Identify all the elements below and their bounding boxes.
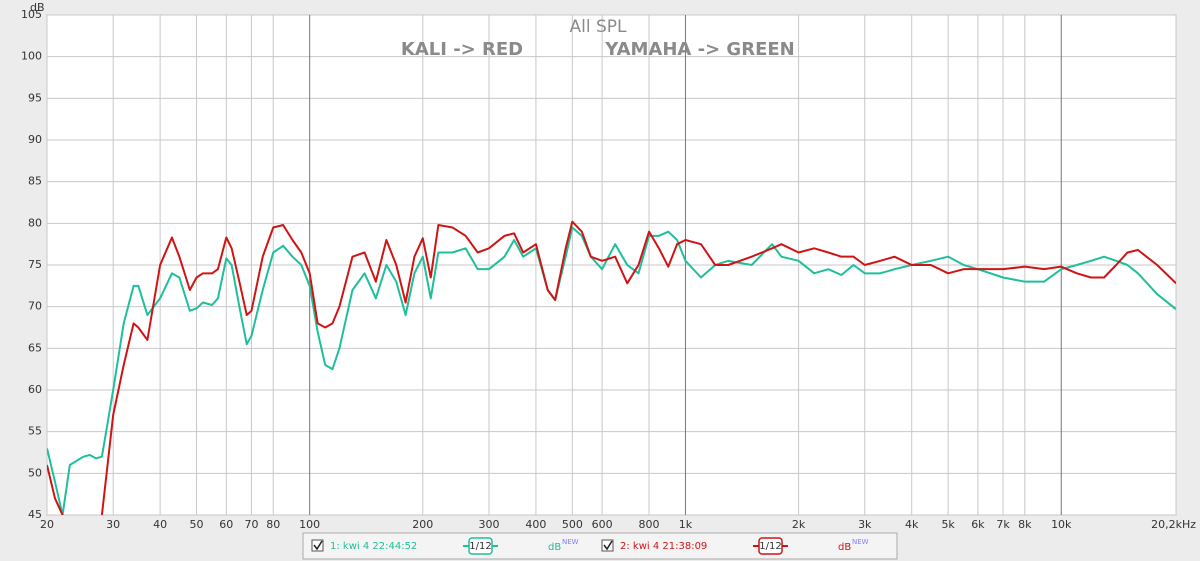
- smoothing-button[interactable]: [468, 537, 493, 555]
- legend-label: 2: kwi 4 21:38:09: [620, 541, 707, 552]
- subtitle: YAMAHA -> GREEN: [604, 39, 794, 60]
- y-tick-label: 60: [28, 383, 42, 396]
- x-tick-label: 30: [106, 518, 120, 531]
- y-tick-label: 85: [28, 175, 42, 188]
- y-tick-label: 80: [28, 216, 42, 229]
- y-tick-label: 50: [28, 466, 42, 479]
- unit-tag: NEW: [852, 538, 869, 546]
- x-tick-label: 600: [592, 518, 613, 531]
- x-tick-label: 20,2kHz: [1151, 518, 1196, 531]
- smoothing-label: 1/12: [759, 541, 781, 552]
- chart-title: All SPL: [570, 17, 628, 37]
- x-tick-label: 50: [190, 518, 204, 531]
- legend-checkbox[interactable]: [601, 539, 614, 552]
- y-tick-label: 95: [28, 91, 42, 104]
- legend: [302, 532, 898, 560]
- x-tick-label: 3k: [858, 518, 872, 531]
- x-tick-label: 60: [219, 518, 233, 531]
- subtitle: KALI -> RED: [401, 39, 523, 60]
- x-tick-label: 7k: [996, 518, 1010, 531]
- x-tick-label: 80: [266, 518, 280, 531]
- x-tick-label: 5k: [941, 518, 955, 531]
- checkmark: [313, 540, 323, 551]
- x-tick-label: 10k: [1051, 518, 1072, 531]
- x-tick-label: 300: [478, 518, 499, 531]
- x-tick-label: 40: [153, 518, 167, 531]
- x-tick-label: 1k: [679, 518, 693, 531]
- x-tick-label: 6k: [971, 518, 985, 531]
- smoothing-button[interactable]: [758, 537, 783, 555]
- checkmark: [603, 540, 613, 551]
- x-tick-label: 500: [562, 518, 583, 531]
- series-line: [47, 226, 1176, 515]
- legend-label: 1: kwi 4 22:44:52: [330, 541, 417, 552]
- y-tick-label: 45: [28, 508, 42, 521]
- x-tick-label: 20: [40, 518, 54, 531]
- lines: [47, 220, 1176, 515]
- unit-tag: NEW: [562, 538, 579, 546]
- y-axis-label: dB: [30, 1, 45, 14]
- x-tick-label: 800: [639, 518, 660, 531]
- y-tick-label: 70: [28, 300, 42, 313]
- unit-label: dB: [548, 542, 561, 553]
- series-line: [47, 220, 1176, 515]
- x-tick-label: 70: [244, 518, 258, 531]
- x-tick-label: 8k: [1018, 518, 1032, 531]
- x-tick-label: 200: [412, 518, 433, 531]
- legend-items: 1: kwi 4 22:44:52 1/12 dB NEW 2: kwi 4 21:38…: [311, 537, 869, 555]
- smoothing-label: 1/12: [469, 541, 491, 552]
- x-tick-label: 4k: [905, 518, 919, 531]
- y-tick-label: 90: [28, 133, 42, 146]
- x-tick-label: 2k: [792, 518, 806, 531]
- y-tick-label: 65: [28, 341, 42, 354]
- x-tick-label: 400: [525, 518, 546, 531]
- y-tick-label: 100: [21, 50, 42, 63]
- unit-label: dB: [838, 542, 851, 553]
- y-tick-label: 75: [28, 258, 42, 271]
- y-tick-label: 105: [21, 8, 42, 21]
- x-tick-label: 100: [299, 518, 320, 531]
- y-tick-label: 55: [28, 425, 42, 438]
- legend-checkbox[interactable]: [311, 539, 324, 552]
